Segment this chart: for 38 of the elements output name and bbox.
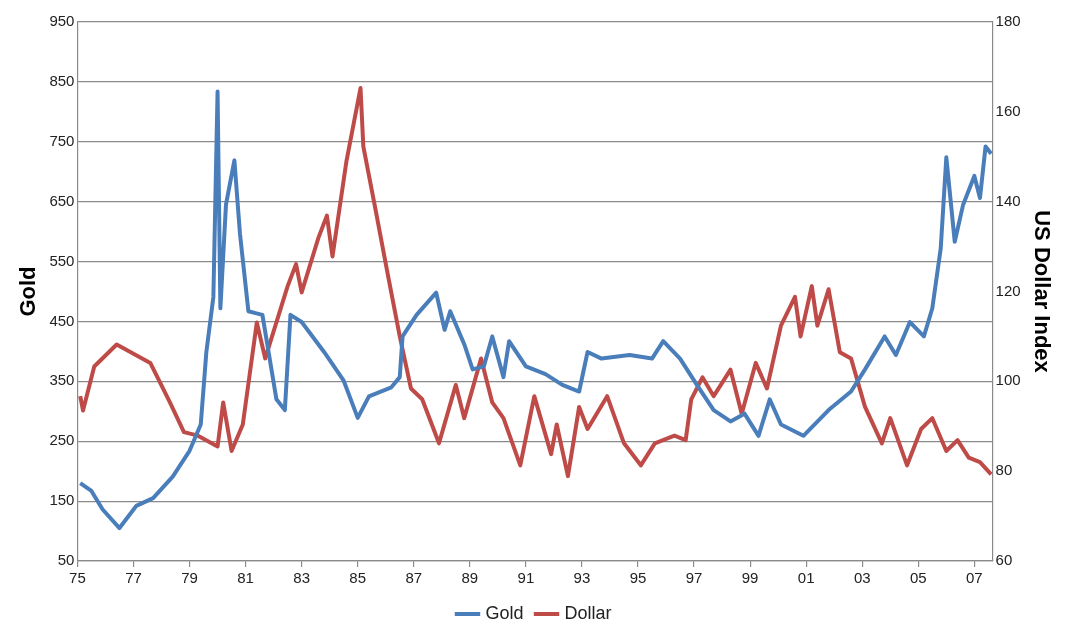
x-tick-label: 99 [741,569,759,587]
x-tick-label: 95 [629,569,647,587]
y2-tick-label: 160 [995,101,1021,119]
y-tick-label: 950 [49,12,75,30]
y-tick-label: 150 [49,491,75,509]
x-tick-label: 91 [517,569,535,587]
y-tick-label: 650 [49,191,75,209]
x-tick-label: 83 [293,569,310,587]
y-tick-label: 50 [57,551,75,569]
x-tick-label: 89 [461,569,479,587]
y2-tick-label: 80 [995,461,1013,479]
y-tick-label: 750 [49,131,75,149]
x-tick-label: 93 [573,569,591,587]
y2-tick-label: 100 [995,371,1021,389]
legend-label: Dollar [564,602,612,623]
x-tick-label: 85 [349,569,367,587]
x-tick-label: 01 [797,569,815,587]
y-tick-label: 850 [49,72,75,90]
y-tick-label: 350 [49,371,75,389]
x-tick-label: 87 [405,569,423,587]
x-tick-label: 05 [909,569,927,587]
y-tick-label: 450 [49,311,75,329]
x-tick-label: 79 [181,569,198,587]
y2-axis-title: US Dollar Index [1029,210,1055,374]
x-tick-label: 03 [853,569,871,587]
legend-label: Gold [485,602,524,623]
x-tick-label: 75 [69,569,86,587]
y2-tick-label: 140 [995,191,1021,209]
x-tick-label: 07 [966,569,983,587]
y2-tick-label: 120 [995,281,1021,299]
y2-tick-label: 60 [995,551,1013,569]
x-tick-label: 97 [685,569,703,587]
y-axis-title: Gold [15,266,41,317]
x-tick-label: 77 [125,569,142,587]
y2-tick-label: 180 [995,12,1021,30]
y-tick-label: 250 [49,431,75,449]
y-tick-label: 550 [49,251,75,269]
x-tick-label: 81 [237,569,254,587]
